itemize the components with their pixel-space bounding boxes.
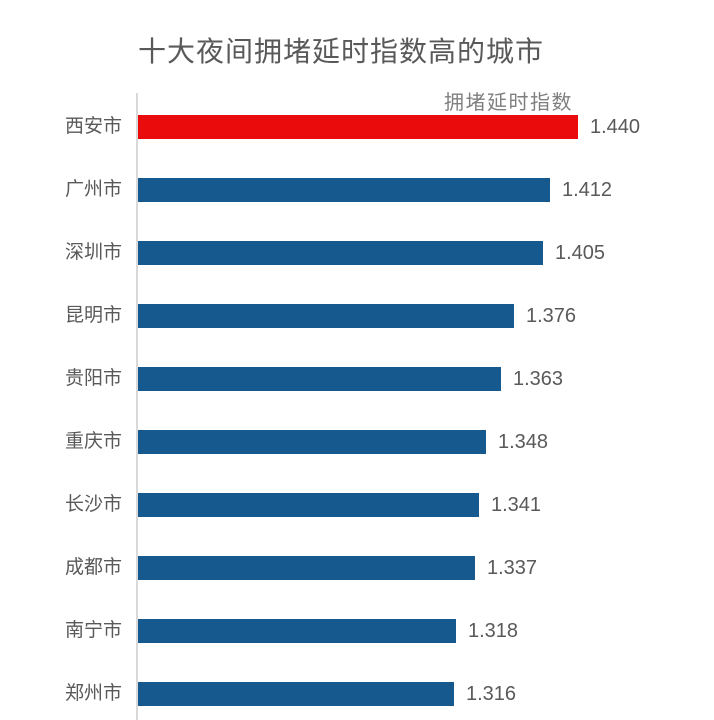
category-label: 长沙市 <box>64 494 122 515</box>
bar-row: 长沙市 1.341 <box>0 493 714 517</box>
category-label: 成都市 <box>64 557 122 578</box>
category-label: 西安市 <box>64 116 122 137</box>
value-label: 1.337 <box>487 557 538 579</box>
bar <box>138 493 479 517</box>
bar <box>138 304 514 328</box>
category-label: 深圳市 <box>64 242 122 263</box>
bar <box>138 115 578 139</box>
bar-row: 南宁市 1.318 <box>0 619 714 643</box>
bar <box>138 619 456 643</box>
bar-row: 贵阳市 1.363 <box>0 367 714 391</box>
series-label: 拥堵延时指数 <box>444 92 573 114</box>
bar-row: 成都市 1.337 <box>0 556 714 580</box>
value-label: 1.316 <box>466 683 517 705</box>
bar-row: 广州市 1.412 <box>0 178 714 202</box>
value-label: 1.405 <box>555 242 606 264</box>
y-axis-line <box>136 93 138 720</box>
bar-row: 深圳市 1.405 <box>0 241 714 265</box>
category-label: 昆明市 <box>64 305 122 326</box>
value-label: 1.363 <box>513 368 564 390</box>
bar-row: 西安市 1.440 <box>0 115 714 139</box>
chart-title: 十大夜间拥堵延时指数高的城市 <box>137 36 544 67</box>
category-label: 重庆市 <box>64 431 122 452</box>
bar-row: 重庆市 1.348 <box>0 430 714 454</box>
value-label: 1.440 <box>590 116 641 138</box>
bar <box>138 682 454 706</box>
bar <box>138 367 501 391</box>
bar-row: 郑州市 1.316 <box>0 682 714 706</box>
bar <box>138 178 550 202</box>
bar <box>138 241 543 265</box>
value-label: 1.318 <box>468 620 519 642</box>
value-label: 1.341 <box>491 494 542 516</box>
category-label: 贵阳市 <box>64 368 122 389</box>
value-label: 1.348 <box>498 431 549 453</box>
value-label: 1.376 <box>526 305 577 327</box>
bar-row: 昆明市 1.376 <box>0 304 714 328</box>
category-label: 南宁市 <box>64 620 122 641</box>
category-label: 郑州市 <box>64 683 122 704</box>
value-label: 1.412 <box>562 179 613 201</box>
category-label: 广州市 <box>64 179 122 200</box>
bar <box>138 430 486 454</box>
bar <box>138 556 475 580</box>
